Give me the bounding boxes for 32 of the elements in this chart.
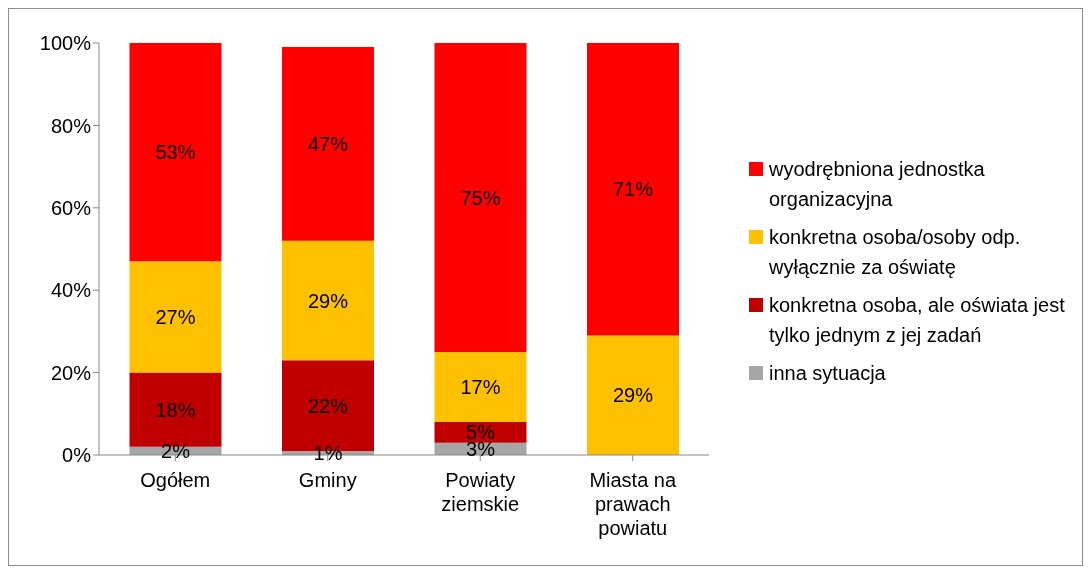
data-label: 71% (612, 178, 654, 201)
x-tick-label: Ogółem (140, 469, 211, 491)
legend-label: konkretna osoba, ale oświata jest tylko jednym z jej zadań (769, 293, 1066, 348)
y-tick-label: 80% (50, 114, 92, 137)
bar (129, 43, 222, 262)
legend-label: konkretna osoba/osoby odp. wyłącznie za oświatę (769, 225, 1022, 280)
data-label: 75% (460, 186, 501, 209)
legend-label: wyodrębniona jednostka organizacyjna (769, 157, 986, 212)
bar (434, 43, 527, 352)
bar (282, 47, 374, 241)
bar (129, 261, 222, 373)
y-tick-label: 20% (50, 361, 92, 384)
data-label: 17% (460, 376, 501, 399)
x-tick-label: Powiaty ziemskie (441, 469, 520, 515)
y-tick-label: 0% (62, 444, 92, 467)
bar (587, 335, 679, 455)
bar (282, 240, 374, 361)
y-tick-label: 40% (50, 279, 92, 302)
y-tick-label: 60% (50, 196, 92, 219)
data-label: 29% (612, 384, 654, 407)
y-tick-label: 100% (39, 32, 92, 55)
legend-label: inna sytuacja (769, 361, 886, 386)
data-label: 18% (155, 398, 196, 421)
data-label: 27% (155, 305, 196, 328)
data-label: 47% (307, 132, 349, 155)
bar (587, 43, 679, 336)
data-label: 29% (307, 289, 349, 312)
x-tick-label: Gminy (298, 469, 357, 491)
data-label: 22% (307, 394, 349, 417)
data-label: 53% (155, 141, 196, 164)
bar (434, 352, 527, 423)
x-tick-label: Miasta na prawach powiatu (589, 469, 677, 539)
